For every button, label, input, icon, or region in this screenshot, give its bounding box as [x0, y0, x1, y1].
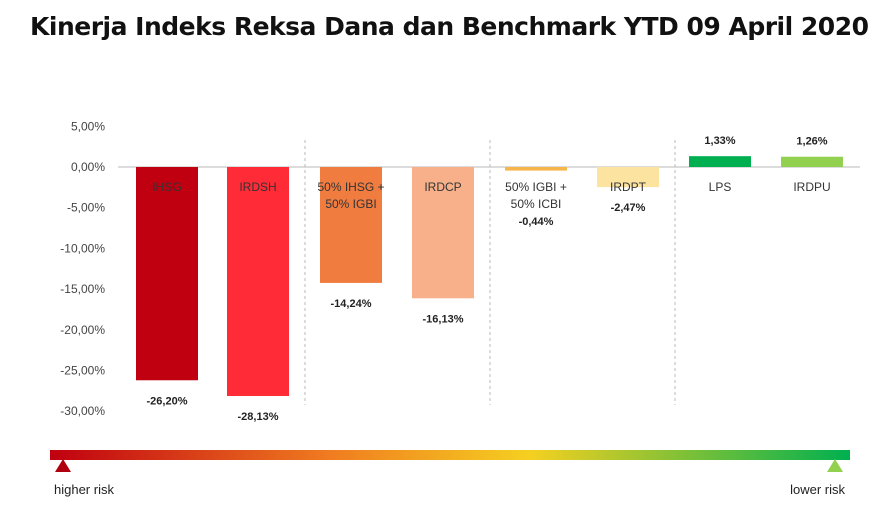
bar-0 [136, 167, 198, 381]
category-label: 50% IHSG +50% IGBI [317, 180, 384, 211]
y-tick-label: -5,00% [67, 201, 105, 215]
y-tick-label: -15,00% [60, 282, 105, 296]
higher-risk-label: higher risk [54, 482, 114, 497]
y-tick-label: -10,00% [60, 241, 105, 255]
category-label: LPS [709, 180, 732, 194]
value-label: 1,26% [796, 136, 827, 148]
higher-risk-triangle-icon [55, 459, 71, 472]
category-label: IRDPU [793, 180, 830, 194]
category-label: IRDPT [610, 180, 647, 194]
bar-2 [320, 167, 382, 283]
chart-title: Kinerja Indeks Reksa Dana dan Benchmark … [30, 12, 869, 41]
bar-1 [227, 167, 289, 396]
bar-5 [597, 167, 659, 188]
value-label: -16,13% [423, 313, 464, 325]
bar-3 [412, 167, 474, 299]
value-label: -2,47% [611, 202, 646, 214]
y-tick-label: -30,00% [60, 404, 105, 418]
y-tick-label: 5,00% [71, 119, 105, 133]
category-label: 50% IGBI +50% ICBI [505, 180, 567, 211]
y-tick-label: 0,00% [71, 160, 105, 174]
y-tick-label: -25,00% [60, 364, 105, 378]
category-label: IRDSH [239, 180, 276, 194]
bar-7 [781, 156, 843, 167]
risk-gradient-bar [50, 450, 850, 460]
y-tick-label: -20,00% [60, 323, 105, 337]
bar-6 [689, 156, 751, 167]
bar-4 [505, 167, 567, 171]
value-label: 1,33% [704, 135, 735, 147]
category-label: IRDCP [424, 180, 461, 194]
value-label: -28,13% [238, 411, 279, 423]
value-label: -14,24% [331, 298, 372, 310]
lower-risk-label: lower risk [790, 482, 845, 497]
value-label: -26,20% [147, 395, 188, 407]
value-label: -0,44% [519, 216, 554, 228]
category-label: IHSG [152, 180, 181, 194]
lower-risk-triangle-icon [827, 459, 843, 472]
